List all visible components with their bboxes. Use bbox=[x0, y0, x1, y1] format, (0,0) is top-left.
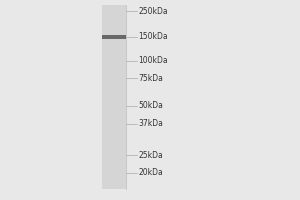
Text: 150kDa: 150kDa bbox=[138, 32, 168, 41]
Text: 25kDa: 25kDa bbox=[138, 151, 163, 160]
Text: 75kDa: 75kDa bbox=[138, 74, 163, 83]
Bar bbox=[102, 5, 126, 189]
Bar bbox=[102, 35, 126, 39]
Text: 50kDa: 50kDa bbox=[138, 101, 163, 110]
Text: 250kDa: 250kDa bbox=[138, 7, 168, 16]
Text: 100kDa: 100kDa bbox=[138, 56, 168, 65]
Text: 20kDa: 20kDa bbox=[138, 168, 163, 177]
Text: 37kDa: 37kDa bbox=[138, 119, 163, 128]
